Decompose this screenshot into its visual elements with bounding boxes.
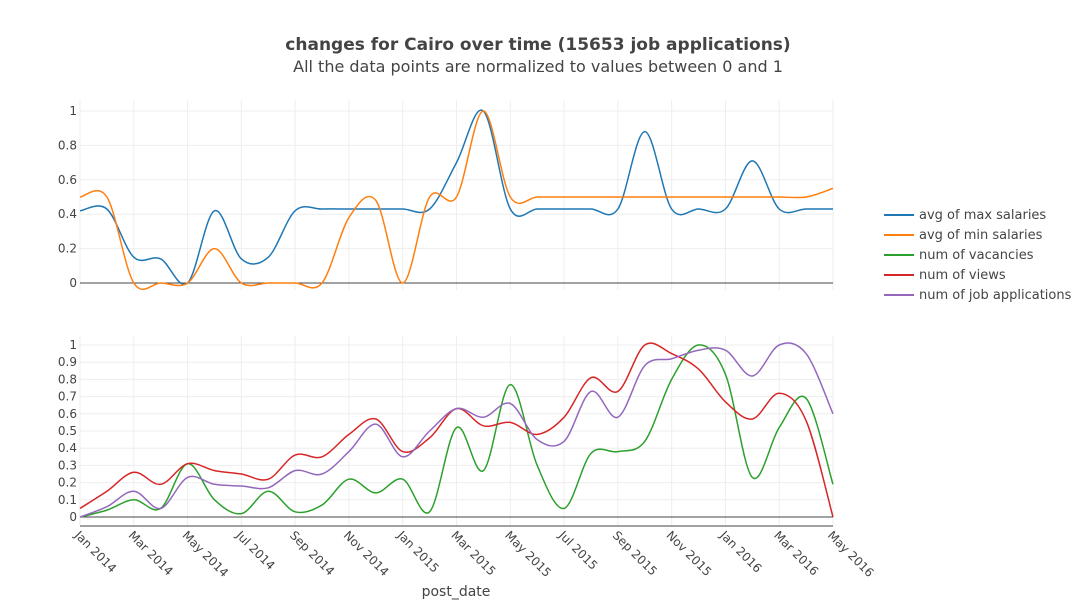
x-tick-label: May 2014 [179, 528, 231, 580]
legend-label: avg of min salaries [919, 228, 1043, 243]
top-panel: 0 0.2 0.4 0.6 0.8 1 [58, 100, 834, 291]
x-tick-label: Nov 2014 [341, 528, 392, 579]
legend-item[interactable]: num of views [884, 268, 1006, 283]
legend-item[interactable]: num of vacancies [884, 248, 1034, 263]
series-line-num-of-job-applications [79, 342, 834, 518]
x-axis-ticks: Jan 2014 Mar 2014 May 2014 Jul 2014 Sep 2014… [71, 525, 877, 580]
y-tick-label: 0 [69, 276, 77, 290]
x-tick-label: Jan 2015 [394, 528, 442, 576]
series-line-num-of-vacancies [79, 344, 834, 518]
x-tick-label: Mar 2016 [771, 528, 821, 578]
y-tick-label: 1 [69, 104, 77, 118]
y-tick-label: 0.2 [58, 242, 77, 256]
bottom-panel: 0 0.1 0.2 0.3 0.4 0.5 0.6 0.7 0.8 0.9 1 [58, 336, 834, 526]
legend-item[interactable]: num of job applications [884, 288, 1072, 303]
legend-label: num of vacancies [919, 248, 1034, 263]
x-tick-label: May 2015 [502, 528, 554, 580]
x-tick-label: Jul 2014 [233, 528, 278, 573]
y-tick-label: 0.6 [58, 407, 77, 421]
x-tick-label: Sep 2014 [287, 528, 337, 578]
y-tick-label: 0.7 [58, 390, 77, 404]
x-axis-title: post_date [422, 584, 491, 600]
series-line-avg-of-max-salaries [79, 109, 833, 286]
legend-label: num of job applications [919, 288, 1072, 303]
y-tick-label: 0.2 [58, 476, 77, 490]
x-tick-label: Mar 2015 [448, 528, 498, 578]
y-tick-label: 0.1 [58, 493, 77, 507]
x-tick-label: May 2016 [825, 528, 877, 580]
legend-label: avg of max salaries [919, 208, 1046, 223]
x-tick-label: Jan 2016 [717, 528, 765, 576]
x-tick-label: Jan 2014 [71, 528, 119, 576]
y-tick-label: 0.8 [58, 372, 77, 386]
y-tick-label: 0.4 [58, 441, 77, 455]
y-tick-label: 0 [69, 510, 77, 524]
y-tick-label: 0.8 [58, 138, 77, 152]
x-tick-label: Mar 2014 [126, 528, 176, 578]
chart-subtitle: All the data points are normalized to va… [293, 57, 783, 76]
x-tick-label: Sep 2015 [610, 528, 660, 578]
y-tick-label: 0.3 [58, 458, 77, 472]
legend-item[interactable]: avg of max salaries [884, 208, 1046, 223]
y-tick-label: 0.6 [58, 173, 77, 187]
chart-title: changes for Cairo over time (15653 job a… [285, 35, 790, 55]
legend: avg of max salaries avg of min salaries nu… [884, 208, 1072, 303]
series-line-avg-of-min-salaries [79, 110, 834, 291]
y-tick-label: 0.5 [58, 424, 77, 438]
legend-label: num of views [919, 268, 1006, 283]
y-tick-label: 0.4 [58, 207, 77, 221]
x-tick-label: Jul 2015 [555, 528, 600, 573]
y-tick-label: 1 [69, 338, 77, 352]
y-tick-label: 0.9 [58, 355, 77, 369]
legend-item[interactable]: avg of min salaries [884, 228, 1043, 243]
x-tick-label: Nov 2015 [664, 528, 715, 579]
